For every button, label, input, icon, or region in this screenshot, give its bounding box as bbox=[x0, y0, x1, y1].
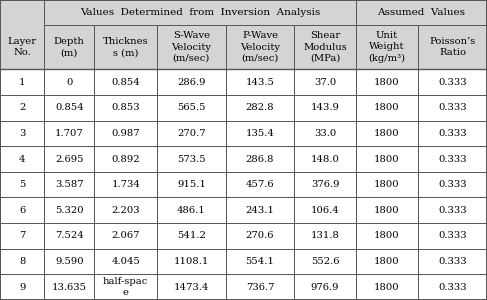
Text: Unit
Weight
(kg/m³): Unit Weight (kg/m³) bbox=[369, 32, 406, 63]
Text: 9: 9 bbox=[19, 283, 25, 292]
Text: 5: 5 bbox=[19, 180, 25, 189]
Text: 4: 4 bbox=[19, 154, 25, 164]
Text: 0.333: 0.333 bbox=[438, 206, 467, 215]
Text: 0.333: 0.333 bbox=[438, 129, 467, 138]
Text: 1800: 1800 bbox=[374, 283, 400, 292]
Bar bbox=[157, 0, 225, 25]
Text: 8: 8 bbox=[19, 257, 25, 266]
Text: 0.333: 0.333 bbox=[438, 283, 467, 292]
Text: Thicknes
s (m): Thicknes s (m) bbox=[103, 37, 149, 57]
Text: 0.333: 0.333 bbox=[438, 257, 467, 266]
Text: 0.987: 0.987 bbox=[112, 129, 140, 138]
Text: 13.635: 13.635 bbox=[52, 283, 87, 292]
Text: 1473.4: 1473.4 bbox=[174, 283, 209, 292]
Text: 0.333: 0.333 bbox=[438, 103, 467, 112]
Text: 736.7: 736.7 bbox=[246, 283, 274, 292]
Bar bbox=[295, 25, 356, 69]
Text: 554.1: 554.1 bbox=[245, 257, 275, 266]
Text: 270.7: 270.7 bbox=[177, 129, 206, 138]
Text: 106.4: 106.4 bbox=[311, 206, 339, 215]
Text: 1: 1 bbox=[19, 78, 25, 87]
Text: 0.854: 0.854 bbox=[112, 78, 140, 87]
Text: 1800: 1800 bbox=[374, 78, 400, 87]
Text: Depth
(m): Depth (m) bbox=[54, 37, 85, 57]
Bar bbox=[157, 25, 225, 69]
Text: 1800: 1800 bbox=[374, 206, 400, 215]
Text: 270.6: 270.6 bbox=[246, 231, 274, 240]
Text: 0.892: 0.892 bbox=[112, 154, 140, 164]
Bar bbox=[0, 25, 44, 69]
Text: 286.8: 286.8 bbox=[246, 154, 274, 164]
Text: Poisson’s
Ratio: Poisson’s Ratio bbox=[430, 37, 476, 57]
Bar bbox=[225, 25, 295, 69]
Text: 7: 7 bbox=[19, 231, 25, 240]
Text: 243.1: 243.1 bbox=[245, 206, 275, 215]
Text: 7.524: 7.524 bbox=[55, 231, 84, 240]
Text: 1800: 1800 bbox=[374, 231, 400, 240]
Text: 573.5: 573.5 bbox=[177, 154, 206, 164]
Text: 1.707: 1.707 bbox=[55, 129, 84, 138]
Bar bbox=[44, 25, 94, 69]
Text: 552.6: 552.6 bbox=[311, 257, 339, 266]
Text: 148.0: 148.0 bbox=[311, 154, 339, 164]
Text: 1800: 1800 bbox=[374, 257, 400, 266]
Bar bbox=[94, 0, 157, 25]
Text: 565.5: 565.5 bbox=[177, 103, 206, 112]
Text: 1800: 1800 bbox=[374, 154, 400, 164]
Text: Assumed  Values: Assumed Values bbox=[377, 8, 466, 17]
Text: 2.695: 2.695 bbox=[55, 154, 84, 164]
Text: 3: 3 bbox=[19, 129, 25, 138]
Text: 2.067: 2.067 bbox=[112, 231, 140, 240]
Text: 976.9: 976.9 bbox=[311, 283, 339, 292]
Text: S-Wave
Velocity
(m/sec): S-Wave Velocity (m/sec) bbox=[171, 32, 211, 63]
Text: 1108.1: 1108.1 bbox=[174, 257, 209, 266]
Text: 286.9: 286.9 bbox=[177, 78, 206, 87]
Text: 2: 2 bbox=[19, 103, 25, 112]
Text: 0: 0 bbox=[66, 78, 73, 87]
Text: 915.1: 915.1 bbox=[177, 180, 206, 189]
Text: 457.6: 457.6 bbox=[246, 180, 274, 189]
Text: 6: 6 bbox=[19, 206, 25, 215]
Text: 33.0: 33.0 bbox=[314, 129, 336, 138]
Text: 0.333: 0.333 bbox=[438, 180, 467, 189]
Text: 1800: 1800 bbox=[374, 103, 400, 112]
Text: 4.045: 4.045 bbox=[112, 257, 140, 266]
Text: 282.8: 282.8 bbox=[246, 103, 274, 112]
Text: Values  Determined  from  Inversion  Analysis: Values Determined from Inversion Analysi… bbox=[80, 8, 320, 17]
Text: 0.333: 0.333 bbox=[438, 231, 467, 240]
Text: 143.5: 143.5 bbox=[245, 78, 275, 87]
Text: 37.0: 37.0 bbox=[314, 78, 336, 87]
Text: Layer
No.: Layer No. bbox=[7, 37, 37, 57]
Text: 1.734: 1.734 bbox=[112, 180, 140, 189]
Text: 135.4: 135.4 bbox=[245, 129, 275, 138]
Text: 9.590: 9.590 bbox=[55, 257, 84, 266]
Bar bbox=[356, 0, 418, 25]
Text: 3.587: 3.587 bbox=[55, 180, 84, 189]
Text: 0.853: 0.853 bbox=[112, 103, 140, 112]
Bar bbox=[418, 25, 487, 69]
Text: 0.333: 0.333 bbox=[438, 78, 467, 87]
Text: half-spac
e: half-spac e bbox=[103, 277, 149, 297]
Bar bbox=[94, 25, 157, 69]
Bar bbox=[0, 0, 44, 25]
Bar bbox=[356, 25, 418, 69]
Text: P-Wave
Velocity
(m/sec): P-Wave Velocity (m/sec) bbox=[240, 32, 280, 63]
Text: 1800: 1800 bbox=[374, 180, 400, 189]
Text: 0.854: 0.854 bbox=[55, 103, 84, 112]
Bar bbox=[225, 0, 295, 25]
Text: 131.8: 131.8 bbox=[311, 231, 339, 240]
Text: 1800: 1800 bbox=[374, 129, 400, 138]
Text: 143.9: 143.9 bbox=[311, 103, 339, 112]
Bar bbox=[295, 0, 356, 25]
Text: 376.9: 376.9 bbox=[311, 180, 339, 189]
Text: Shear
Modulus
(MPa): Shear Modulus (MPa) bbox=[303, 32, 347, 63]
Text: 5.320: 5.320 bbox=[55, 206, 84, 215]
Text: 0.333: 0.333 bbox=[438, 154, 467, 164]
Text: 541.2: 541.2 bbox=[177, 231, 206, 240]
Text: 486.1: 486.1 bbox=[177, 206, 206, 215]
Bar bbox=[418, 0, 487, 25]
Bar bbox=[44, 0, 94, 25]
Text: 2.203: 2.203 bbox=[112, 206, 140, 215]
